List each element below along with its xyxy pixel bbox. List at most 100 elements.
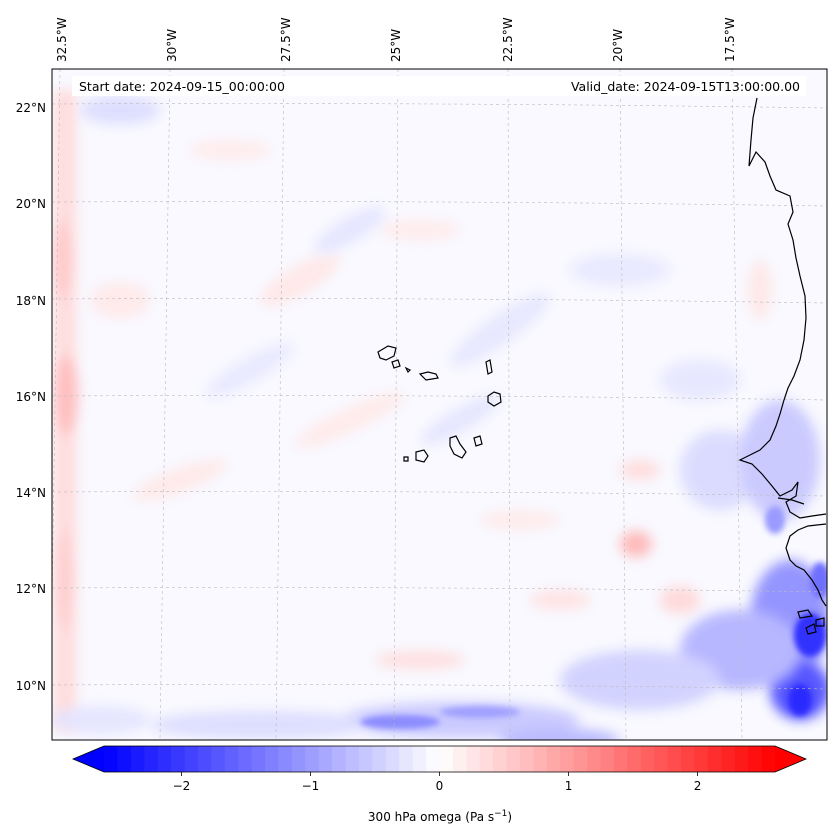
colorbar-segment — [399, 746, 414, 772]
colorbar-segment — [613, 746, 628, 772]
africa-coastline — [738, 97, 827, 607]
map-frame — [51, 68, 828, 741]
colorbar-segment — [493, 746, 508, 772]
lat-label-18n: 18°N — [16, 294, 46, 308]
colorbar-segment — [721, 746, 736, 772]
colorbar-segment — [412, 746, 427, 772]
island-boa-vista — [487, 391, 502, 407]
colorbar-segment — [426, 746, 441, 772]
lon-label-30w: 30°W — [165, 29, 179, 62]
gambia-river — [777, 497, 805, 505]
colorbar-segment — [520, 746, 535, 772]
lat-label-10n: 10°N — [16, 679, 46, 693]
island-sal — [485, 359, 493, 375]
colorbar-outline — [71, 745, 808, 773]
colorbar-segment — [265, 746, 280, 772]
longitude-labels: 32.5°W 30°W 27.5°W 25°W 22.5°W 20°W 17.5… — [55, 17, 737, 62]
colorbar-tick-label: 0 — [436, 779, 444, 793]
colorbar-extend-low — [73, 746, 104, 772]
lat-label-12n: 12°N — [16, 582, 46, 596]
lon-label-25w: 25°W — [389, 29, 403, 62]
island-sao-vicente — [391, 359, 401, 369]
island-fogo — [415, 449, 429, 463]
colorbar-segment — [238, 746, 253, 772]
colorbar-segment — [291, 746, 306, 772]
latitude-labels: 22°N 20°N 18°N 16°N 14°N 12°N 10°N — [16, 101, 46, 693]
lon-label-20w: 20°W — [611, 29, 625, 62]
colorbar-segment — [681, 746, 696, 772]
colorbar-segment — [318, 746, 333, 772]
colorbar: −2 −1 0 1 2 300 hPa omega (Pa s−1) — [71, 745, 808, 824]
colorbar-segment — [144, 746, 159, 772]
colorbar-segment — [211, 746, 226, 772]
colorbar-tick-label: 2 — [694, 779, 702, 793]
colorbar-tick-label: −1 — [302, 779, 320, 793]
colorbar-segment — [224, 746, 239, 772]
lon-label-17-5w: 17.5°W — [723, 17, 737, 62]
start-date-label: Start date: 2024-09-15_00:00:00 — [79, 79, 285, 94]
colorbar-segment — [305, 746, 320, 772]
colorbar-label-text: 300 hPa omega (Pa s — [368, 810, 494, 824]
island-santiago — [449, 435, 467, 459]
coastline — [738, 97, 827, 635]
island-sao-nicolau — [418, 371, 439, 381]
colorbar-segment — [533, 746, 548, 772]
colorbar-segment — [560, 746, 575, 772]
colorbar-segment — [694, 746, 709, 772]
colorbar-segment — [130, 746, 145, 772]
colorbar-segment — [761, 746, 776, 772]
colorbar-segment — [600, 746, 615, 772]
island-santa-luzia — [404, 366, 412, 374]
island-santo-antao — [377, 345, 397, 361]
colorbar-segment — [332, 746, 347, 772]
lon-label-32-5w: 32.5°W — [55, 17, 69, 62]
colorbar-segment — [157, 746, 172, 772]
map-panel: Start date: 2024-09-15_00:00:00 Valid_da… — [51, 68, 828, 741]
colorbar-segment — [627, 746, 642, 772]
colorbar-segments — [104, 746, 776, 772]
colorbar-segment — [184, 746, 199, 772]
colorbar-segment — [640, 746, 655, 772]
colorbar-segment — [452, 746, 467, 772]
colorbar-segment — [358, 746, 373, 772]
lat-label-14n: 14°N — [16, 486, 46, 500]
colorbar-segment — [587, 746, 602, 772]
colorbar-segment — [251, 746, 266, 772]
colorbar-segment — [654, 746, 669, 772]
valid-date-label: Valid_date: 2024-09-15T13:00:00.00 — [571, 79, 800, 94]
date-label-bar — [72, 76, 806, 96]
colorbar-label: 300 hPa omega (Pa s−1) — [368, 809, 512, 824]
lat-label-22n: 22°N — [16, 101, 46, 115]
colorbar-segment — [372, 746, 387, 772]
island-brava — [403, 456, 409, 462]
lat-label-16n: 16°N — [16, 390, 46, 404]
colorbar-label-close: ) — [507, 810, 512, 824]
colorbar-segment — [573, 746, 588, 772]
colorbar-segment — [197, 746, 212, 772]
colorbar-segment — [506, 746, 521, 772]
lon-label-27-5w: 27.5°W — [279, 17, 293, 62]
colorbar-segment — [707, 746, 722, 772]
colorbar-ticks: −2 −1 0 1 2 — [173, 772, 702, 793]
colorbar-segment — [479, 746, 494, 772]
colorbar-segment — [171, 746, 186, 772]
colorbar-segment — [667, 746, 682, 772]
colorbar-segment — [466, 746, 481, 772]
colorbar-tick-label: −2 — [173, 779, 191, 793]
colorbar-segment — [734, 746, 749, 772]
gridlines — [52, 69, 827, 740]
bissagos-islands — [797, 609, 825, 635]
colorbar-segment — [117, 746, 132, 772]
colorbar-segment — [546, 746, 561, 772]
colorbar-segment — [104, 746, 119, 772]
colorbar-segment — [345, 746, 360, 772]
colorbar-segment — [385, 746, 400, 772]
colorbar-segment — [439, 746, 454, 772]
lon-label-22-5w: 22.5°W — [501, 17, 515, 62]
colorbar-tick-label: 1 — [565, 779, 573, 793]
omega-field — [52, 90, 827, 740]
colorbar-extend-high — [775, 746, 806, 772]
colorbar-segment — [278, 746, 293, 772]
